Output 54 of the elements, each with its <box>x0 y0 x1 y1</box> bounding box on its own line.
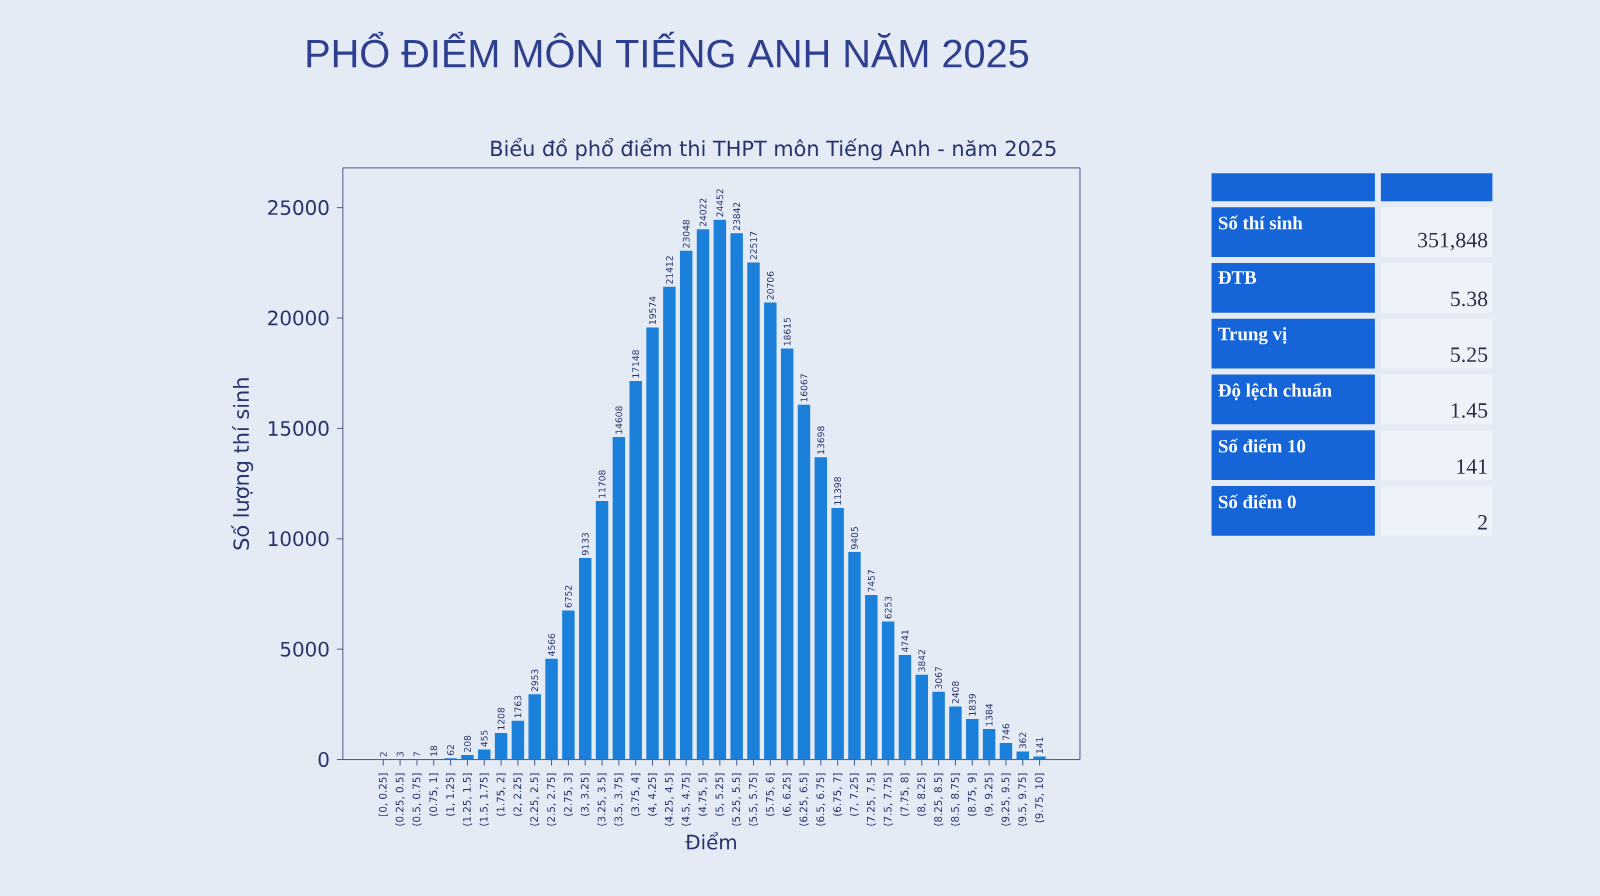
bar <box>881 621 895 760</box>
x-axis-title: Điểm <box>685 831 736 850</box>
bar <box>511 720 525 760</box>
bar <box>898 654 912 760</box>
bar <box>578 557 592 760</box>
bar <box>764 302 777 760</box>
chart-title: PHỔ ĐIỂM MÔN TIẾNG ANH NĂM 2025 <box>307 31 1029 68</box>
y-tick-label: 15000 <box>268 420 329 436</box>
category-label: Độ lệch chuẩn <box>1218 382 1332 401</box>
bar <box>999 742 1013 760</box>
text: 5.38 <box>1451 291 1488 307</box>
bar <box>696 229 710 760</box>
bar <box>461 754 474 760</box>
bar <box>595 500 609 760</box>
bar <box>528 694 541 760</box>
bar <box>646 327 659 760</box>
bar <box>932 691 945 760</box>
bar <box>629 380 642 760</box>
chart-subtitle: Biểu đồ phổ điểm thi THPT môn Tiếng Anh - năm 2025 <box>491 137 1056 161</box>
y-tick-label: 25000 <box>268 199 329 215</box>
bar <box>865 594 878 760</box>
bar <box>494 732 508 760</box>
bar <box>949 706 962 760</box>
category-label: ĐTB <box>1218 271 1257 284</box>
category-label: Số điểm 10 <box>1218 438 1306 453</box>
bar <box>848 551 861 760</box>
bar <box>780 348 794 760</box>
bar <box>679 250 693 760</box>
category-label: Số điểm 0 <box>1218 494 1296 509</box>
bar <box>814 456 828 760</box>
bar <box>562 610 575 760</box>
text: 5.25 <box>1451 347 1488 362</box>
text: 141 <box>1457 459 1487 474</box>
bar <box>713 219 727 760</box>
y-tick-label: 5000 <box>280 641 329 657</box>
y-tick-label: 10000 <box>268 531 329 547</box>
bar <box>612 436 626 760</box>
category-label: Số thí sinh <box>1218 215 1303 230</box>
bar <box>831 507 844 760</box>
bar <box>663 286 676 760</box>
bar <box>966 718 979 760</box>
bar <box>747 262 760 760</box>
bar <box>545 658 558 760</box>
text: 2 <box>1478 514 1487 530</box>
y-tick-label: 0 <box>318 751 329 767</box>
y-tick-label: 20000 <box>268 310 329 326</box>
text: 1.45 <box>1451 402 1488 418</box>
text: 351,848 <box>1418 232 1488 251</box>
category-label: Trung vị <box>1218 326 1287 345</box>
bar <box>982 728 996 760</box>
bar <box>915 674 929 760</box>
y-axis-title: Số lượng thí sinh <box>231 378 254 550</box>
bar <box>730 232 743 760</box>
bar <box>797 404 811 760</box>
